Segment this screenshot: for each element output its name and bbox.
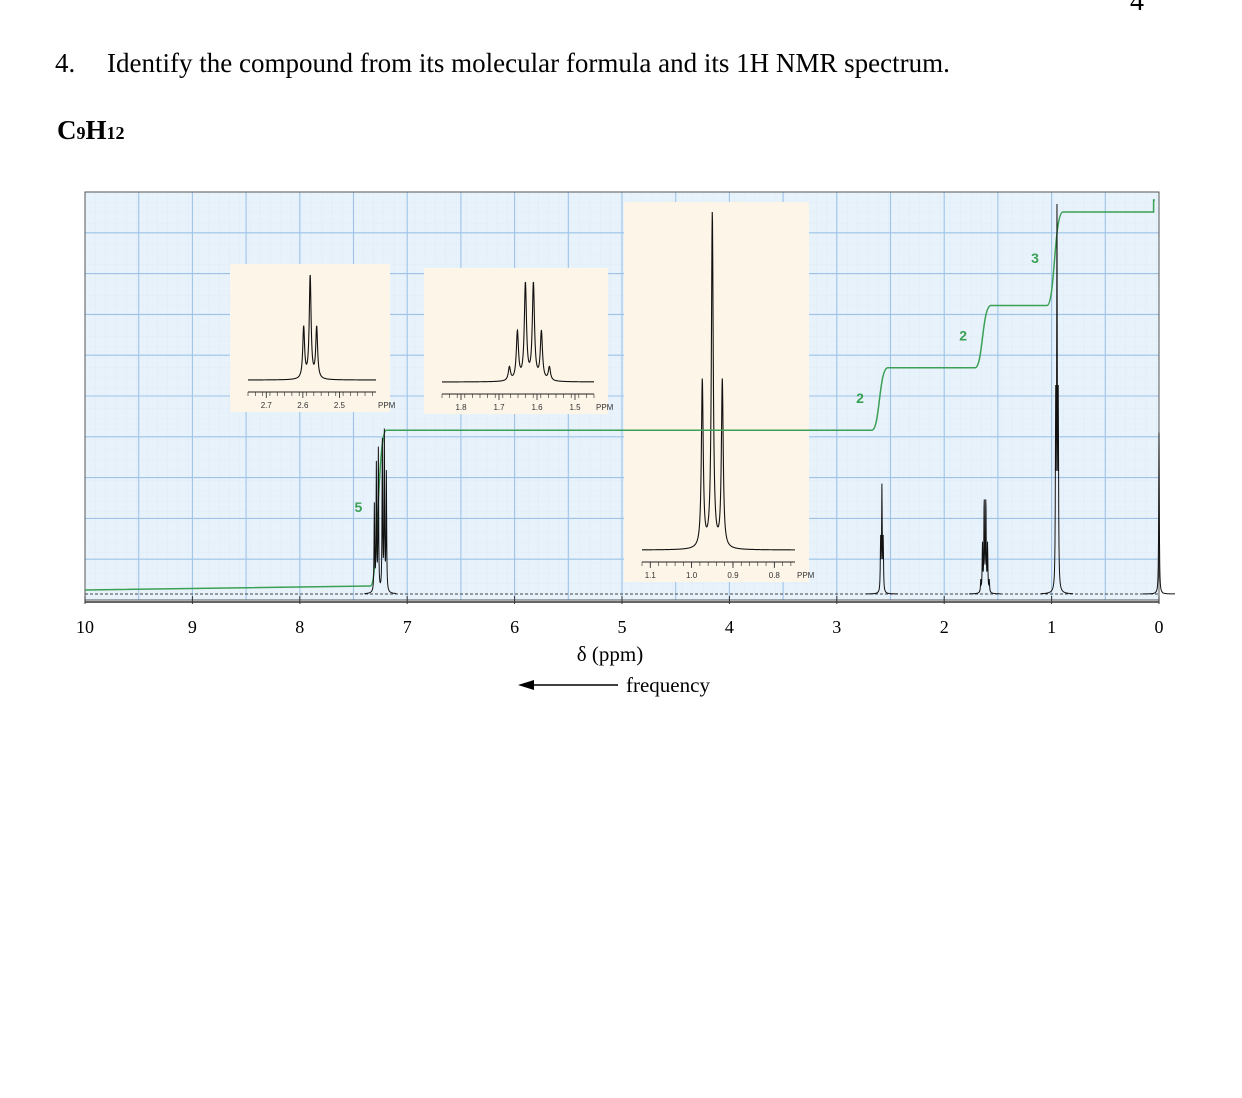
inset-tick-label: 1.7 xyxy=(493,403,505,412)
inset-peak xyxy=(248,274,376,381)
integration-label-2-58: 2 xyxy=(856,390,864,406)
inset-unit-label: PPM xyxy=(797,571,815,580)
peak-2-58 xyxy=(865,483,898,595)
inset-peak xyxy=(642,211,795,551)
x-tick-label-4: 4 xyxy=(725,617,734,637)
question-prompt: 4. Identify the compound from its molecul… xyxy=(55,48,950,79)
inset-tick-label: 1.1 xyxy=(645,571,657,580)
x-tick-label-7: 7 xyxy=(403,617,412,637)
spectrum-peaks xyxy=(85,203,1175,595)
inset-tick-label: 2.5 xyxy=(334,401,346,410)
x-tick-label-0: 0 xyxy=(1155,617,1164,637)
inset-peak xyxy=(442,281,594,383)
inset-tick-label: 0.9 xyxy=(727,571,739,580)
inset-tick-label: 1.8 xyxy=(455,403,467,412)
peak-0 xyxy=(1143,432,1175,595)
inset-3: 1.1 1.0 0.9 0.8 PPM xyxy=(624,202,815,582)
integration-label-0-95: 3 xyxy=(1031,250,1039,266)
x-axis: 10 9 8 7 6 5 4 3 2 1 0 xyxy=(76,596,1164,637)
inset-unit-label: PPM xyxy=(378,401,396,410)
question-text: Identify the compound from its molecular… xyxy=(107,48,950,78)
inset-tick-label: 1.5 xyxy=(569,403,581,412)
inset-tick-label: 2.7 xyxy=(261,401,273,410)
question-number: 4. xyxy=(55,48,76,78)
x-tick-label-3: 3 xyxy=(832,617,841,637)
integration-label-7-25: 5 xyxy=(355,499,363,515)
inset-1: 2.7 2.6 2.5 PPM xyxy=(230,264,396,412)
x-tick-label-6: 6 xyxy=(510,617,519,637)
x-tick-label-5: 5 xyxy=(618,617,627,637)
inset-2: 1.8 1.7 1.6 1.5 PPM xyxy=(424,268,614,414)
frequency-label: frequency xyxy=(626,673,710,697)
inset-unit-label: PPM xyxy=(596,403,614,412)
molecular-formula: C9H12 xyxy=(57,115,125,145)
frequency-arrow xyxy=(518,680,618,690)
x-tick-label-10: 10 xyxy=(76,617,94,637)
insets: 2.7 2.6 2.5 PPM 1.8 1.7 1.6 1.5 PPM 1.1 1.0 0.9 0.8 P… xyxy=(230,202,815,582)
x-tick-label-9: 9 xyxy=(188,617,197,637)
x-tick-label-1: 1 xyxy=(1047,617,1056,637)
inset-tick-label: 0.8 xyxy=(769,571,781,580)
x-tick-label-8: 8 xyxy=(295,617,304,637)
x-axis-title: δ (ppm) xyxy=(577,642,643,666)
inset-tick-label: 2.6 xyxy=(297,401,309,410)
peak-1-62 xyxy=(968,499,1002,595)
peak-7-25 xyxy=(364,428,397,595)
peak-0-95 xyxy=(1040,203,1073,595)
inset-tick-label: 1.0 xyxy=(686,571,698,580)
inset-tick-label: 1.6 xyxy=(531,403,543,412)
x-tick-label-2: 2 xyxy=(940,617,949,637)
integration-label-1-62: 2 xyxy=(959,328,967,344)
page-number: 4 xyxy=(1130,0,1144,17)
inset-background xyxy=(424,268,608,414)
